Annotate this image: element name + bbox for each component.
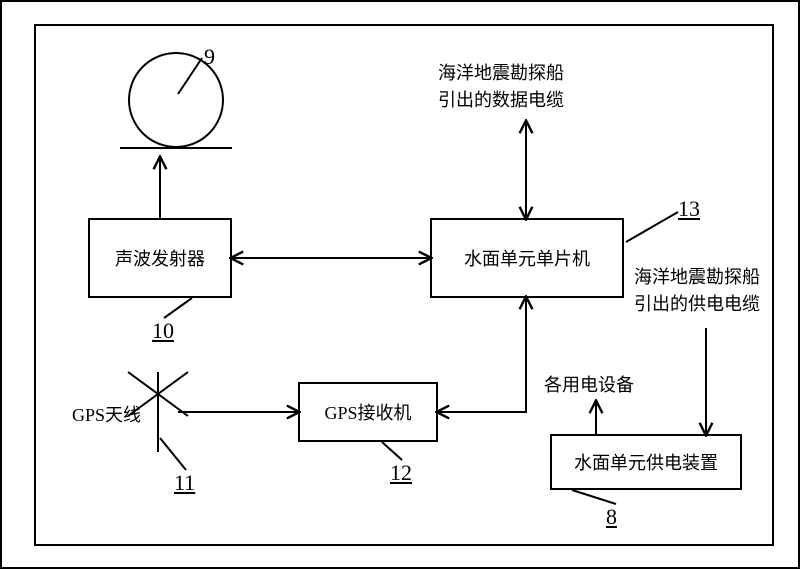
outer-frame: 声波发射器 水面单元单片机 GPS接收机 水面单元供电装置 GPS天线 海洋地震…	[0, 0, 800, 569]
label-devices: 各用电设备	[544, 372, 634, 399]
node-transmitter-label: 声波发射器	[115, 245, 205, 271]
ref-12: 12	[390, 460, 412, 486]
gps-antenna-label: GPS天线	[72, 402, 141, 429]
node-gpsrx-label: GPS接收机	[324, 399, 411, 425]
node-power: 水面单元供电装置	[550, 434, 742, 490]
ref-8: 8	[606, 504, 617, 530]
node-power-label: 水面单元供电装置	[574, 449, 718, 475]
label-power-cable: 海洋地震勘探船 引出的供电电缆	[634, 264, 760, 318]
ref-9: 9	[204, 44, 215, 70]
ref-10: 10	[152, 318, 174, 344]
ref-13: 13	[678, 196, 700, 222]
node-gpsrx: GPS接收机	[298, 382, 438, 442]
ref-11: 11	[174, 470, 195, 496]
node-transmitter: 声波发射器	[88, 218, 232, 298]
label-data-cable: 海洋地震勘探船 引出的数据电缆	[438, 60, 564, 114]
node-mcu-label: 水面单元单片机	[464, 245, 590, 271]
node-mcu: 水面单元单片机	[430, 218, 624, 298]
